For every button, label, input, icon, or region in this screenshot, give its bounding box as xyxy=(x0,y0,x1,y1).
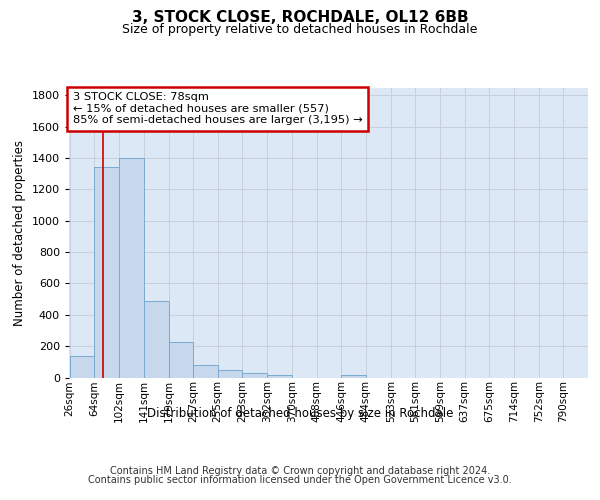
Bar xyxy=(94,166,119,378)
Text: Contains public sector information licensed under the Open Government Licence v3: Contains public sector information licen… xyxy=(88,475,512,485)
Bar xyxy=(169,342,193,378)
Text: Size of property relative to detached houses in Rochdale: Size of property relative to detached ho… xyxy=(122,22,478,36)
Bar xyxy=(119,158,144,378)
Text: Distribution of detached houses by size in Rochdale: Distribution of detached houses by size … xyxy=(147,408,453,420)
Bar xyxy=(242,373,268,378)
Bar xyxy=(341,374,365,378)
Bar xyxy=(218,370,242,378)
Bar xyxy=(193,365,218,378)
Y-axis label: Number of detached properties: Number of detached properties xyxy=(13,140,26,326)
Text: Contains HM Land Registry data © Crown copyright and database right 2024.: Contains HM Land Registry data © Crown c… xyxy=(110,466,490,476)
Text: 3, STOCK CLOSE, ROCHDALE, OL12 6BB: 3, STOCK CLOSE, ROCHDALE, OL12 6BB xyxy=(131,10,469,25)
Text: 3 STOCK CLOSE: 78sqm
← 15% of detached houses are smaller (557)
85% of semi-deta: 3 STOCK CLOSE: 78sqm ← 15% of detached h… xyxy=(73,92,362,126)
Bar xyxy=(144,300,169,378)
Bar xyxy=(70,356,94,378)
Bar xyxy=(268,375,292,378)
